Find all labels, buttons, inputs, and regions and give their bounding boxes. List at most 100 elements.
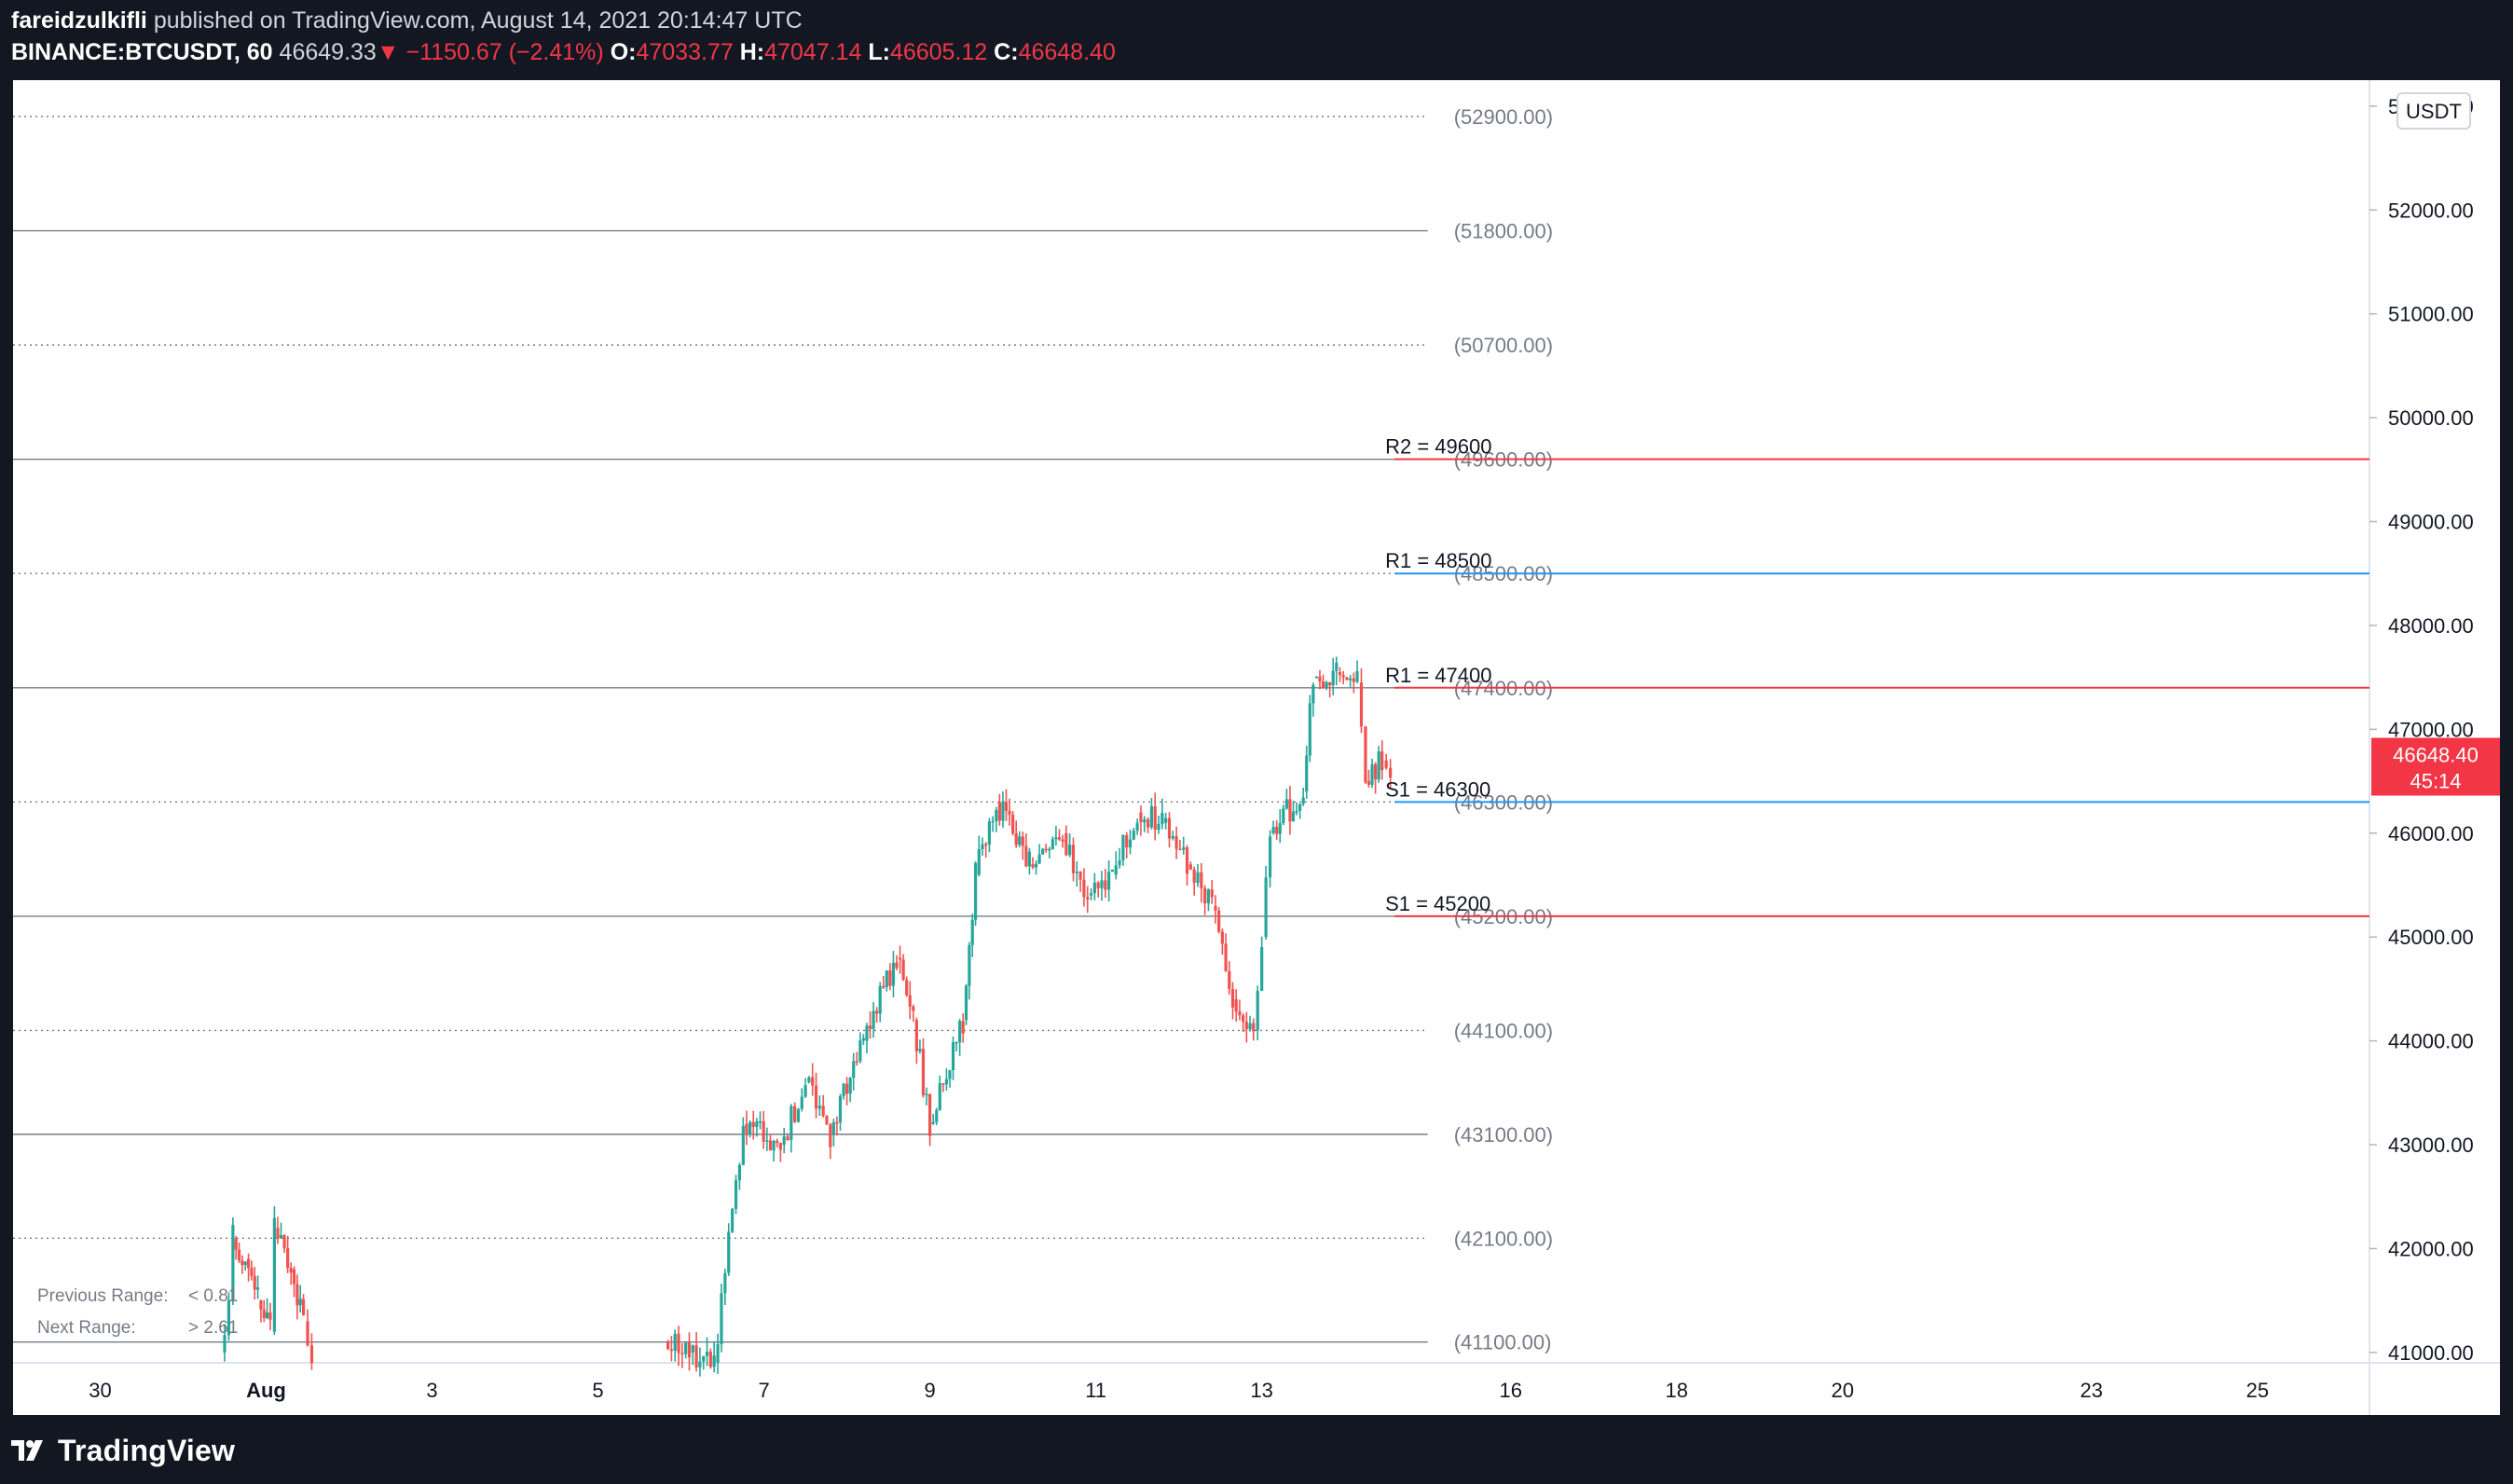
symbol-label[interactable]: BINANCE:BTCUSDT, 60 bbox=[11, 39, 273, 65]
candle-body bbox=[1100, 880, 1104, 888]
candle-body bbox=[970, 919, 974, 945]
candle-body bbox=[803, 1085, 807, 1097]
candle-body bbox=[1167, 818, 1172, 839]
candle-body bbox=[845, 1083, 849, 1094]
candle-body bbox=[825, 1116, 829, 1125]
candle-body bbox=[1034, 863, 1038, 868]
open-label: O: bbox=[610, 39, 637, 65]
x-tick-label: Aug bbox=[246, 1379, 286, 1402]
candle-body bbox=[1027, 851, 1032, 867]
candle-body bbox=[1086, 897, 1090, 900]
candle-body bbox=[1021, 836, 1024, 846]
x-tick-label: 3 bbox=[426, 1379, 437, 1402]
candle-body bbox=[1308, 703, 1311, 756]
candle-body bbox=[1338, 672, 1342, 676]
candle-body bbox=[1114, 865, 1118, 875]
candle-body bbox=[831, 1121, 835, 1134]
candle-body bbox=[938, 1083, 941, 1110]
tradingview-brand-text: TradingView bbox=[58, 1433, 236, 1467]
candle-body bbox=[765, 1140, 769, 1142]
candle-body bbox=[908, 995, 912, 1007]
candle-body bbox=[925, 1093, 928, 1096]
candle-body bbox=[790, 1106, 793, 1141]
candle-body bbox=[1228, 970, 1231, 990]
y-tick-label: 51000.00 bbox=[2388, 303, 2474, 326]
y-tick-label: 50000.00 bbox=[2388, 406, 2474, 430]
candle-body bbox=[882, 985, 886, 988]
pivot-level-label: R1 = 47400 bbox=[1385, 664, 1491, 687]
candle-body bbox=[1234, 999, 1238, 1012]
price-axis[interactable]: 41000.00 42000.00 43000.00 44000.00 45000.00… bbox=[2369, 95, 2474, 1365]
author-name[interactable]: fareidzulkifli bbox=[11, 7, 147, 34]
candle-body bbox=[1068, 845, 1072, 856]
candle-body bbox=[723, 1272, 727, 1294]
down-arrow-icon: ▼ bbox=[376, 39, 400, 65]
candle-body bbox=[1089, 893, 1093, 896]
candle-body bbox=[776, 1141, 779, 1144]
candle-body bbox=[751, 1121, 755, 1127]
candle-body bbox=[1132, 831, 1135, 840]
candle-body bbox=[842, 1083, 845, 1096]
candle-body bbox=[1128, 839, 1133, 848]
candle-body bbox=[1057, 837, 1062, 840]
open-value: 47033.77 bbox=[636, 39, 734, 65]
candle-body bbox=[793, 1106, 797, 1122]
candle-body bbox=[758, 1120, 762, 1123]
candle-body bbox=[1054, 837, 1058, 840]
y-tick-label: 49000.00 bbox=[2388, 511, 2474, 534]
candle-body bbox=[1374, 763, 1378, 780]
candle-body bbox=[1164, 818, 1168, 823]
candle-body bbox=[935, 1109, 939, 1122]
currency-button[interactable]: USDT bbox=[2396, 92, 2471, 130]
candle-body bbox=[948, 1070, 952, 1079]
y-tick-label: 48000.00 bbox=[2388, 614, 2474, 638]
candle-body bbox=[680, 1353, 684, 1354]
candle-body bbox=[1224, 943, 1228, 971]
candle-body bbox=[243, 1261, 247, 1266]
x-tick-label: 16 bbox=[1499, 1379, 1521, 1402]
candle-body bbox=[898, 957, 902, 960]
candles bbox=[223, 656, 1393, 1377]
candle-body bbox=[1178, 848, 1182, 851]
x-tick-label: 30 bbox=[89, 1379, 111, 1402]
candle-body bbox=[1182, 847, 1186, 850]
candle-body bbox=[931, 1121, 935, 1124]
candle-body bbox=[905, 980, 909, 996]
candle-body bbox=[1110, 869, 1115, 873]
y-tick-label: 52000.00 bbox=[2388, 199, 2474, 222]
footer-brand[interactable]: TradingView bbox=[11, 1432, 235, 1469]
candle-body bbox=[984, 844, 988, 846]
grid-level-label: (41100.00) bbox=[1454, 1331, 1552, 1354]
candle-body bbox=[1153, 805, 1157, 831]
candle-body bbox=[1075, 872, 1078, 873]
grid-level-label: (43100.00) bbox=[1454, 1123, 1553, 1147]
chart-canvas[interactable]: (52900.00)(51800.00)(50700.00)(49600.00)… bbox=[13, 80, 2500, 1415]
x-tick-label: 5 bbox=[592, 1379, 603, 1402]
candle-body bbox=[1238, 1011, 1242, 1016]
candle-body bbox=[1149, 805, 1154, 828]
candle-body bbox=[1135, 822, 1139, 831]
candle-body bbox=[295, 1284, 299, 1306]
candle-body bbox=[885, 970, 888, 987]
candle-body bbox=[1071, 845, 1076, 873]
candle-body bbox=[796, 1108, 801, 1122]
chart-header: fareidzulkifli published on TradingView.… bbox=[0, 0, 2513, 80]
candle-body bbox=[1364, 726, 1367, 783]
candle-body bbox=[1389, 767, 1393, 778]
candle-body bbox=[677, 1333, 680, 1353]
candle-body bbox=[1206, 889, 1211, 904]
candle-body bbox=[1078, 872, 1082, 880]
candle-body bbox=[1284, 799, 1288, 809]
candle-body bbox=[838, 1095, 843, 1123]
candle-body bbox=[1011, 815, 1015, 834]
last-price-value: 46648.40 bbox=[2393, 744, 2479, 767]
time-axis[interactable]: 2830Aug357911131618202325 bbox=[13, 1379, 2269, 1402]
candle-body bbox=[1214, 905, 1217, 911]
candle-body bbox=[872, 1010, 875, 1029]
candle-body bbox=[817, 1106, 821, 1109]
candle-body bbox=[848, 1078, 852, 1094]
y-tick-label: 42000.00 bbox=[2388, 1237, 2474, 1260]
x-tick-label: 7 bbox=[758, 1379, 769, 1402]
candle-body bbox=[888, 970, 892, 986]
candle-body bbox=[1157, 823, 1160, 831]
